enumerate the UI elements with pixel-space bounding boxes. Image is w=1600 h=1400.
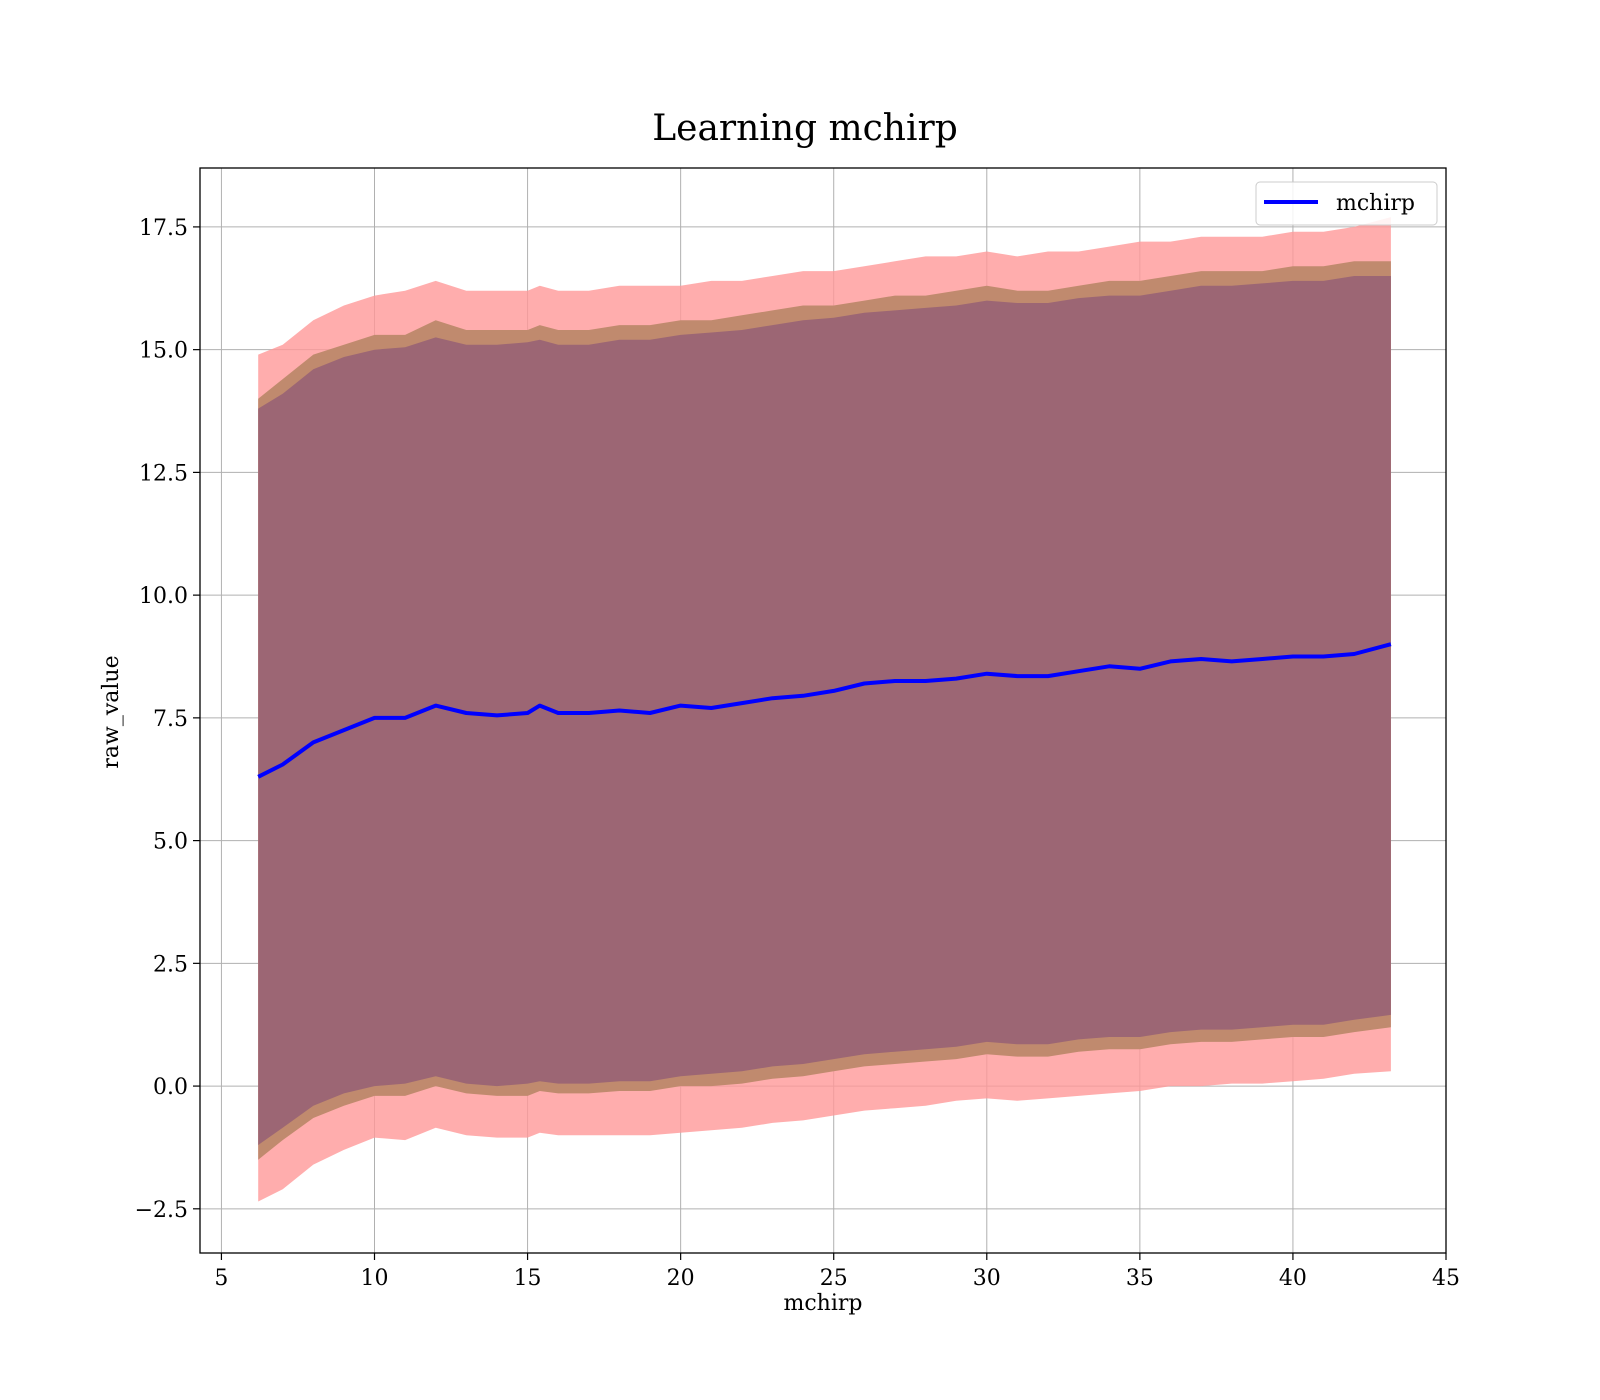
series-line-0 <box>257 642 1392 779</box>
y-tick-label-3: 5.0 <box>153 830 188 855</box>
x-tick-label-0: 5 <box>214 1266 228 1291</box>
x-tick-label-5: 30 <box>973 1266 1001 1291</box>
x-tick-label-3: 20 <box>667 1266 695 1291</box>
legend-box <box>1255 181 1438 226</box>
legend: mchirp <box>1255 181 1438 226</box>
y-tick-label-7: 15.0 <box>139 339 188 364</box>
y-tick-label-2: 2.5 <box>153 952 188 977</box>
chart-title: Learning mchirp <box>652 108 958 149</box>
x-tick-label-8: 45 <box>1432 1266 1460 1291</box>
y-axis-label: raw_value <box>99 655 124 768</box>
y-tick-label-8: 17.5 <box>139 216 188 241</box>
band-inner <box>258 276 1391 1145</box>
axis-ticks: 5 10 15 20 25 30 35 40 45 −2.5 0.0 2.5 5.0 7.5 10.0 12.… <box>135 216 1460 1291</box>
legend-entry-mchirp: mchirp <box>1336 191 1415 216</box>
confidence-bands <box>258 217 1391 1202</box>
x-axis-label: mchirp <box>784 1291 863 1316</box>
y-tick-label-6: 12.5 <box>139 461 188 486</box>
y-tick-label-1: 0.0 <box>153 1075 188 1100</box>
y-tick-label-4: 7.5 <box>153 707 188 732</box>
series-lines <box>257 642 1392 779</box>
y-tick-label-5: 10.0 <box>139 584 188 609</box>
plot-frame <box>199 167 1447 1254</box>
y-tick-label-0: −2.5 <box>135 1198 188 1223</box>
x-tick-label-6: 35 <box>1126 1266 1154 1291</box>
x-tick-label-2: 15 <box>514 1266 542 1291</box>
x-tick-label-4: 25 <box>820 1266 848 1291</box>
x-tick-label-1: 10 <box>361 1266 389 1291</box>
x-tick-label-7: 40 <box>1279 1266 1307 1291</box>
